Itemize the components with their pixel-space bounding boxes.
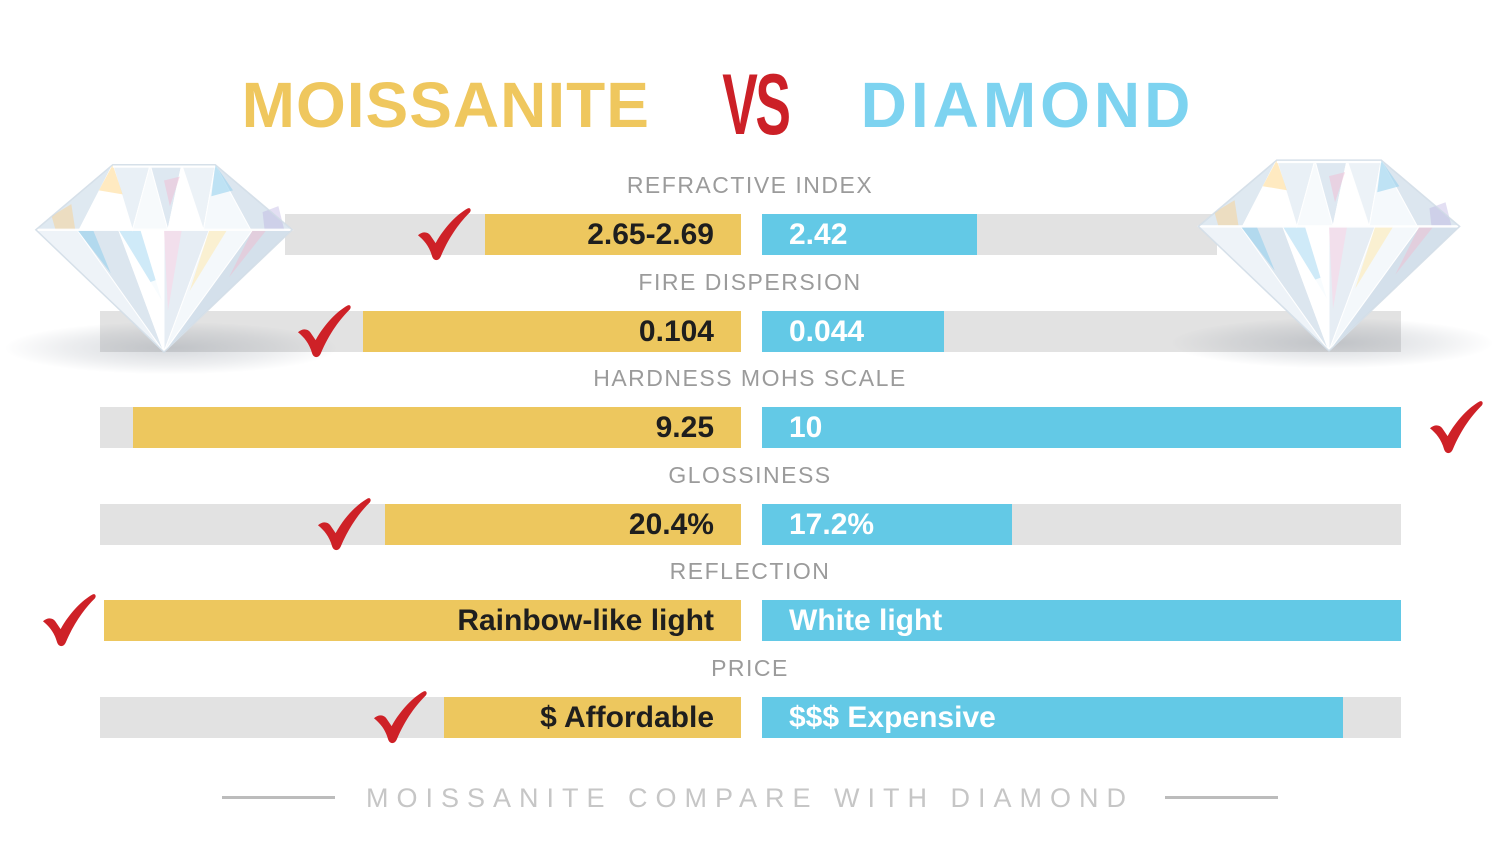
row-label: PRICE: [711, 655, 789, 681]
row-label: REFLECTION: [669, 558, 831, 584]
diamond-bar: 17.2%: [762, 504, 1012, 545]
page-title: MOISSANITE VS DIAMOND: [0, 60, 1468, 150]
winner-checkmark-icon: [37, 587, 97, 652]
winner-checkmark-icon: [412, 201, 472, 266]
diamond-value: 17.2%: [789, 508, 875, 541]
winner-checkmark-icon: [292, 298, 352, 363]
diamond-bar: White light: [762, 600, 1401, 641]
moissanite-bar: 9.25: [133, 407, 741, 448]
diamond-value: 0.044: [789, 315, 865, 348]
diamond-bar: 0.044: [762, 311, 944, 352]
row-label: GLOSSINESS: [668, 462, 832, 488]
title-vs: VS: [722, 57, 791, 153]
moissanite-bar: 2.65-2.69: [485, 214, 741, 255]
moissanite-bar: $ Affordable: [444, 697, 741, 738]
moissanite-bar: 20.4%: [385, 504, 741, 545]
winner-checkmark-icon: [312, 491, 372, 556]
footer-caption: MOISSANITE COMPARE WITH DIAMOND: [365, 783, 1134, 813]
winner-checkmark-icon: [368, 684, 428, 749]
title-moissanite: MOISSANITE: [241, 69, 650, 141]
moissanite-value: $ Affordable: [540, 701, 714, 734]
moissanite-value: 9.25: [655, 411, 714, 444]
moissanite-value: Rainbow-like light: [457, 604, 714, 637]
moissanite-bar: Rainbow-like light: [104, 600, 741, 641]
moissanite-value: 20.4%: [628, 508, 714, 541]
moissanite-bar: 0.104: [363, 311, 741, 352]
diamond-image: [1178, 142, 1480, 357]
row-label: HARDNESS MOHS SCALE: [593, 365, 907, 391]
moissanite-diamond-image: [16, 147, 312, 358]
diamond-value: 10: [789, 411, 823, 444]
diamond-value: 2.42: [789, 218, 848, 251]
diamond-bar: $$$ Expensive: [762, 697, 1343, 738]
diamond-bar: 2.42: [762, 214, 977, 255]
diamond-value: White light: [789, 604, 943, 637]
moissanite-value: 2.65-2.69: [587, 218, 714, 251]
footer-divider-left: [222, 796, 335, 799]
diamond-value: $$$ Expensive: [789, 701, 996, 734]
title-diamond: DIAMOND: [860, 69, 1195, 141]
row-label: REFRACTIVE INDEX: [626, 172, 874, 198]
row-label: FIRE DISPERSION: [638, 269, 862, 295]
winner-checkmark-icon: [1424, 394, 1484, 459]
moissanite-value: 0.104: [638, 315, 714, 348]
footer-divider-right: [1165, 796, 1278, 799]
diamond-bar: 10: [762, 407, 1401, 448]
